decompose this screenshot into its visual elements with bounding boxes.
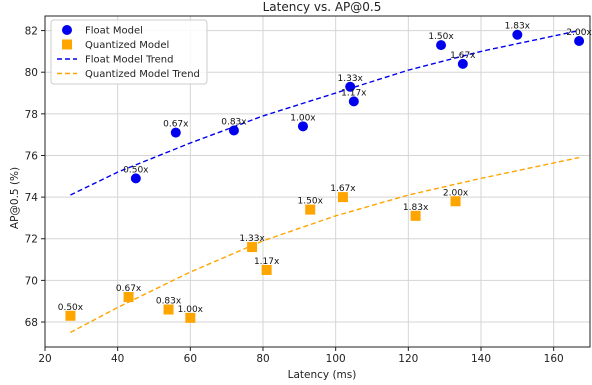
point-label: 1.83x xyxy=(505,22,531,32)
legend-label: Quantized Model Trend xyxy=(85,69,200,80)
y-tick-label: 72 xyxy=(25,234,38,246)
x-tick-label: 140 xyxy=(471,353,491,365)
y-tick-label: 68 xyxy=(25,317,38,329)
point-label: 1.00x xyxy=(290,113,316,123)
y-tick-label: 76 xyxy=(25,150,39,162)
y-tick-label: 78 xyxy=(25,109,38,121)
x-tick-label: 60 xyxy=(184,353,197,365)
trend-line-1 xyxy=(70,158,579,333)
x-tick-label: 40 xyxy=(111,353,124,365)
y-tick-label: 70 xyxy=(25,275,38,287)
y-tick-label: 74 xyxy=(25,192,39,204)
legend: Float Model Quantized Model Float Model Tr… xyxy=(51,20,207,84)
point-label: 1.50x xyxy=(428,32,454,42)
y-axis-label: AP@0.5 (%) xyxy=(9,167,21,229)
y-tick-label: 80 xyxy=(25,67,38,79)
point-label: 2.00x xyxy=(443,188,469,198)
point-label: 1.17x xyxy=(254,257,280,267)
legend-label: Quantized Model xyxy=(85,40,169,51)
point-label: 1.50x xyxy=(298,197,324,207)
point-label: 1.33x xyxy=(338,74,364,84)
chart-title: Latency vs. AP@0.5 xyxy=(263,0,382,14)
legend-quantized-marker xyxy=(62,40,72,50)
point-label: 1.83x xyxy=(403,203,429,213)
x-tick-label: 160 xyxy=(544,353,564,365)
point-label: 0.83x xyxy=(221,117,247,127)
x-tick-label: 120 xyxy=(398,353,418,365)
point-label: 1.17x xyxy=(341,88,367,98)
legend-label: Float Model xyxy=(85,26,143,37)
point-label: 1.33x xyxy=(239,234,265,244)
legend-label: Float Model Trend xyxy=(85,55,173,66)
point-label: 0.67x xyxy=(116,284,142,294)
x-axis-label: Latency (ms) xyxy=(288,369,357,381)
point-label: 0.50x xyxy=(58,303,84,313)
point-label: 0.67x xyxy=(163,120,189,130)
x-tick-label: 80 xyxy=(256,353,269,365)
y-axis-ticks: 68 70 72 74 76 78 80 82 xyxy=(25,26,45,329)
point-label: 1.00x xyxy=(178,305,204,315)
x-tick-label: 20 xyxy=(38,353,51,365)
point-label: 2.00x xyxy=(566,28,592,38)
y-tick-label: 82 xyxy=(25,26,38,38)
x-tick-label: 100 xyxy=(326,353,346,365)
x-axis-ticks: 20 40 60 80 100 120 140 160 xyxy=(38,347,563,365)
point-label: 0.50x xyxy=(123,165,149,175)
legend-float-marker xyxy=(62,25,72,35)
point-label: 1.67x xyxy=(330,184,356,194)
point-label: 1.67x xyxy=(450,51,476,61)
